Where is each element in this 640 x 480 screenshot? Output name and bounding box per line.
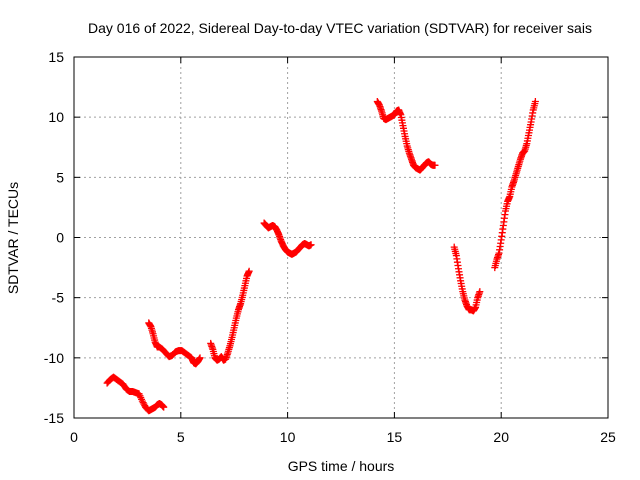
axis-ticks: 0 5 10 15 20 25 -15 -10 -5 0 5 10 15 bbox=[44, 49, 616, 445]
data-point bbox=[531, 98, 539, 106]
data-point bbox=[431, 161, 439, 169]
plot-frame bbox=[73, 56, 609, 419]
y-tick-label: 5 bbox=[56, 169, 64, 185]
x-tick-label: 20 bbox=[493, 429, 509, 445]
data-point bbox=[307, 241, 315, 249]
data-point bbox=[245, 267, 253, 275]
data-points bbox=[103, 98, 539, 415]
y-axis-label: SDTVAR / TECUs bbox=[5, 182, 21, 294]
x-tick-label: 0 bbox=[70, 429, 78, 445]
data-point bbox=[160, 403, 168, 411]
y-tick-label: -15 bbox=[44, 410, 64, 426]
y-tick-label: 0 bbox=[56, 230, 64, 246]
y-tick-label: 15 bbox=[48, 49, 64, 65]
x-tick-label: 10 bbox=[280, 429, 296, 445]
x-tick-label: 15 bbox=[387, 429, 403, 445]
data-point bbox=[139, 399, 147, 407]
chart-title: Day 016 of 2022, Sidereal Day-to-day VTE… bbox=[88, 20, 592, 36]
grid-lines bbox=[74, 57, 608, 418]
y-tick-label: 10 bbox=[48, 109, 64, 125]
x-tick-label: 25 bbox=[600, 429, 616, 445]
data-point bbox=[140, 400, 148, 408]
y-tick-label: -5 bbox=[52, 290, 65, 306]
data-point bbox=[476, 288, 484, 296]
x-axis-label: GPS time / hours bbox=[288, 458, 395, 474]
data-point bbox=[138, 397, 146, 405]
y-tick-label: -10 bbox=[44, 350, 64, 366]
x-tick-label: 5 bbox=[177, 429, 185, 445]
data-point bbox=[196, 354, 204, 362]
